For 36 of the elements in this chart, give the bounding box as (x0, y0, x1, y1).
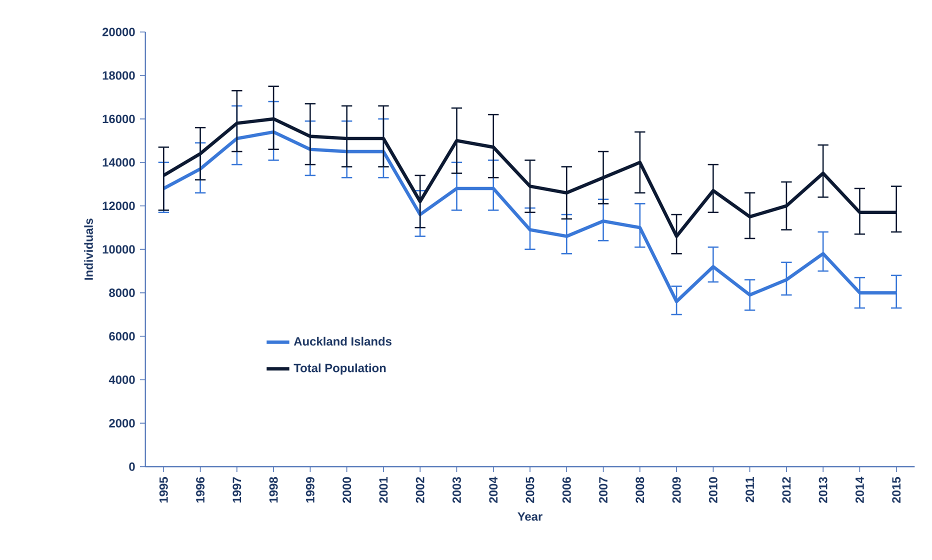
x-tick-label: 1998 (269, 477, 278, 503)
x-tick-label: 1995 (159, 477, 168, 503)
y-tick-label: 4000 (108, 375, 135, 384)
y-tick-label: 2000 (109, 418, 135, 428)
x-tick-label: 2000 (342, 477, 352, 503)
legend-label: Total Population (294, 363, 386, 375)
x-tick-label: 2004 (489, 476, 498, 503)
x-tick-label: 2014 (855, 476, 864, 503)
y-tick-label: 18000 (102, 71, 135, 80)
x-tick-label: 2005 (526, 477, 534, 503)
x-axis-title: Year (518, 512, 542, 521)
x-tick-label: 2012 (782, 477, 791, 503)
x-tick-label: 2015 (892, 477, 901, 503)
y-tick-label: 0 (129, 462, 135, 471)
y-axis-title: Individuals (84, 218, 93, 280)
y-tick-label: 8000 (109, 288, 135, 298)
x-tick-label: 2001 (379, 477, 388, 503)
x-tick-label: 2003 (452, 477, 461, 503)
x-tick-label: 2010 (708, 477, 718, 503)
x-tick-label: 2006 (562, 477, 571, 503)
y-tick-label: 16000 (102, 114, 135, 124)
x-tick-label: 1997 (232, 477, 242, 503)
x-tick-label: 2013 (818, 477, 828, 503)
x-tick-label: 2009 (672, 477, 681, 503)
y-tick-label: 10000 (102, 245, 135, 254)
x-tick-label: 2007 (599, 477, 608, 503)
y-tick-label: 20000 (102, 28, 135, 36)
y-tick-label: 12000 (102, 202, 135, 210)
legend-label: Auckland Islands (294, 336, 392, 346)
y-tick-label: 6000 (109, 332, 135, 341)
x-tick-label: 1996 (196, 477, 205, 503)
x-tick-label: 2002 (416, 477, 424, 503)
x-tick-label: 1999 (306, 477, 314, 503)
y-tick-label: 14000 (102, 158, 135, 167)
x-tick-label: 2011 (746, 477, 754, 502)
x-tick-label: 2008 (636, 477, 644, 503)
